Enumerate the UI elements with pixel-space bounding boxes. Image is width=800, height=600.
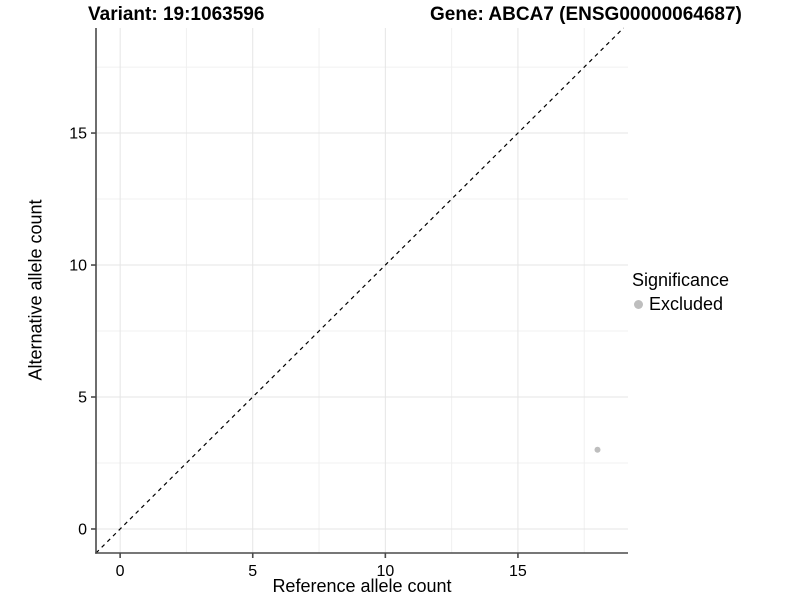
legend-key-dot-icon xyxy=(634,300,643,309)
y-tick-label: 5 xyxy=(78,390,87,407)
x-tick-label: 10 xyxy=(376,563,394,580)
plot-title-gene: Gene: ABCA7 (ENSG00000064687) xyxy=(430,4,742,25)
x-tick-label: 15 xyxy=(509,563,527,580)
plot-title-variant: Variant: 19:1063596 xyxy=(88,4,265,25)
legend: Significance Excluded xyxy=(632,270,729,315)
y-tick-label: 15 xyxy=(69,126,87,143)
x-tick-label: 0 xyxy=(116,563,125,580)
data-point xyxy=(594,446,601,453)
y-tick-label: 0 xyxy=(78,521,87,538)
y-tick-label: 10 xyxy=(69,258,87,275)
identity-dashed-line xyxy=(95,27,624,554)
legend-title: Significance xyxy=(632,270,730,290)
legend-item-label: Excluded xyxy=(649,294,724,314)
x-tick-label: 5 xyxy=(248,563,257,580)
legend-item-excluded: Excluded xyxy=(632,294,729,315)
y-axis-title: Alternative allele count xyxy=(25,199,46,381)
x-axis-title: Reference allele count xyxy=(272,576,452,596)
